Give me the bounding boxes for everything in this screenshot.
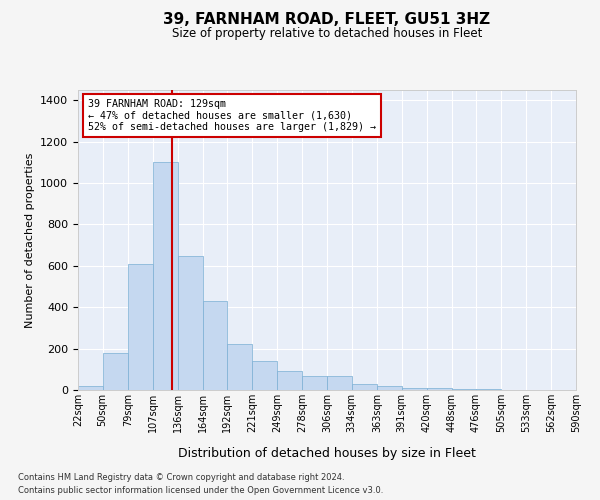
Bar	[327, 376, 352, 390]
Text: 39 FARNHAM ROAD: 129sqm
← 47% of detached houses are smaller (1,630)
52% of semi: 39 FARNHAM ROAD: 129sqm ← 47% of detache…	[88, 99, 376, 132]
Bar	[253, 361, 277, 390]
Bar	[277, 372, 302, 390]
Bar	[152, 162, 178, 390]
Bar	[78, 386, 103, 390]
Bar	[203, 301, 227, 390]
Text: Contains public sector information licensed under the Open Government Licence v3: Contains public sector information licen…	[18, 486, 383, 495]
Text: 39, FARNHAM ROAD, FLEET, GU51 3HZ: 39, FARNHAM ROAD, FLEET, GU51 3HZ	[163, 12, 491, 28]
Bar	[452, 389, 476, 390]
Bar	[401, 388, 427, 390]
Bar	[302, 376, 327, 390]
Text: Distribution of detached houses by size in Fleet: Distribution of detached houses by size …	[178, 448, 476, 460]
Bar	[427, 388, 452, 390]
Bar	[227, 344, 253, 390]
Bar	[377, 386, 401, 390]
Y-axis label: Number of detached properties: Number of detached properties	[25, 152, 35, 328]
Text: Contains HM Land Registry data © Crown copyright and database right 2024.: Contains HM Land Registry data © Crown c…	[18, 474, 344, 482]
Text: Size of property relative to detached houses in Fleet: Size of property relative to detached ho…	[172, 28, 482, 40]
Bar	[352, 384, 377, 390]
Bar	[103, 353, 128, 390]
Bar	[178, 256, 203, 390]
Bar	[128, 264, 152, 390]
